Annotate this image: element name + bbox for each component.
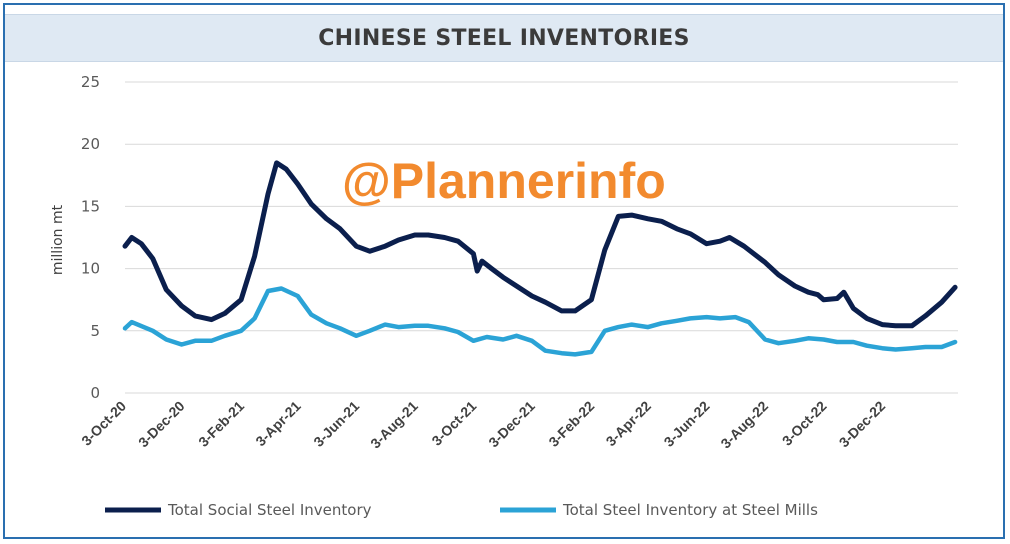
legend: Total Social Steel Inventory Total Steel … [105,501,818,519]
x-tick-label: 3-Aug-21 [367,398,421,452]
x-tick-label: 3-Oct-22 [779,398,830,449]
legend-label: Total Social Steel Inventory [167,501,372,519]
x-tick-label: 3-Dec-20 [135,398,188,451]
series-line-social [122,160,958,329]
y-tick-label: 10 [81,260,100,278]
x-tick-label: 3-Aug-22 [717,398,771,452]
x-tick-label: 3-Jun-21 [310,398,362,450]
watermark-text: @Plannerinfo [342,153,666,209]
x-tick-label: 3-Dec-22 [836,398,889,451]
x-tick-label: 3-Oct-21 [428,398,479,449]
grid-lines [125,81,958,394]
x-tick-label: 3-Apr-21 [252,398,304,450]
series-lines [122,160,958,357]
chart-frame [3,3,1005,539]
title-bar: CHINESE STEEL INVENTORIES [5,14,1003,62]
y-tick-label: 20 [81,135,100,153]
y-tick-label: 25 [81,73,100,91]
x-tick-label: 3-Apr-22 [603,398,655,450]
y-tick-label: 0 [90,384,100,402]
series-line-mills [122,286,958,357]
x-tick-label: 3-Jun-22 [661,398,713,450]
y-tick-labels: 0 5 10 15 20 25 [81,73,100,402]
x-tick-label: 3-Feb-21 [195,398,247,450]
x-tick-labels: 3-Oct-20 3-Dec-20 3-Feb-21 3-Apr-21 3-Jun-21… [78,398,888,452]
legend-label: Total Steel Inventory at Steel Mills [562,501,818,519]
y-tick-label: 15 [81,197,100,215]
y-axis-label: million mt [50,204,66,275]
chart-title: CHINESE STEEL INVENTORIES [318,25,690,51]
x-tick-label: 3-Dec-21 [485,398,538,451]
x-tick-label: 3-Oct-20 [78,398,129,449]
y-tick-label: 5 [90,322,100,340]
x-tick-label: 3-Feb-22 [545,398,597,450]
